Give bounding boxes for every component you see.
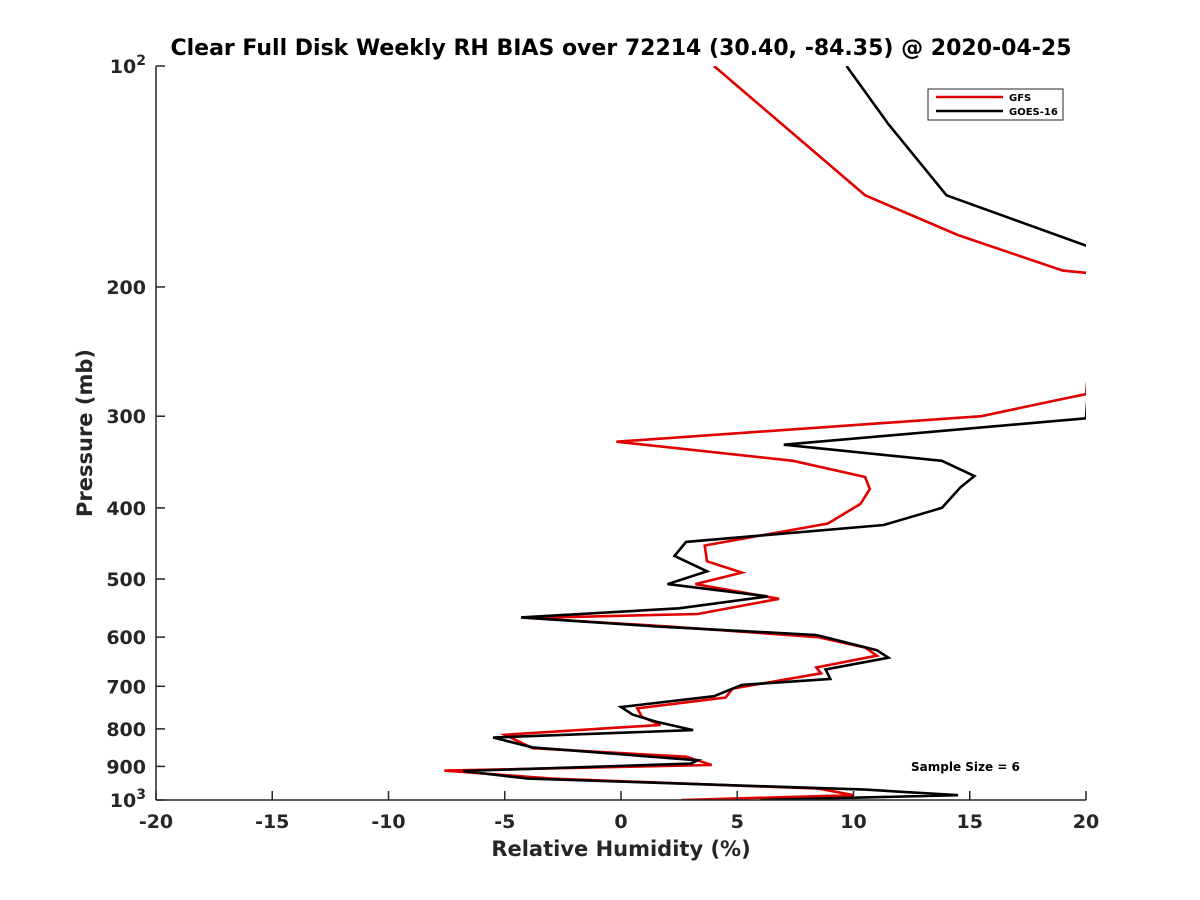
- y-tick-label: 800: [106, 719, 146, 741]
- y-ticks: 102 200 300 400 500 600 700 800 900 103: [106, 53, 165, 812]
- legend-label-gfs: GFS: [1009, 93, 1031, 104]
- y-tick-label: 102: [110, 53, 146, 78]
- y-tick-label: 500: [106, 569, 146, 591]
- legend-box: [927, 88, 1064, 121]
- x-tick-label: 20: [1073, 811, 1099, 833]
- y-tick-label: 300: [106, 406, 146, 428]
- x-tick-label: -15: [255, 811, 289, 833]
- series-layer: [444, 66, 1086, 800]
- x-tick-label: -5: [494, 811, 515, 833]
- x-tick-label: 0: [614, 811, 627, 833]
- x-ticks: -20 -15 -10 -5 0 5 10 15 20: [139, 791, 1099, 833]
- y-tick-label: 900: [106, 756, 146, 778]
- plot-background: [156, 66, 1086, 800]
- x-tick-label: 15: [957, 811, 983, 833]
- legend-label-goes-16: GOES-16: [1009, 107, 1058, 118]
- series-line-goes-16: [462, 66, 1086, 800]
- y-axis-title: Pressure (mb): [73, 349, 97, 517]
- x-tick-label: -20: [139, 811, 173, 833]
- y-tick-label: 400: [106, 498, 146, 520]
- sample-size-annotation: Sample Size = 6: [911, 760, 1020, 774]
- legend: GFS GOES-16: [927, 88, 1064, 121]
- y-tick-label: 200: [106, 277, 146, 299]
- y-tick-label: 600: [106, 627, 146, 649]
- x-axis-title: Relative Humidity (%): [491, 837, 750, 861]
- x-tick-label: 10: [840, 811, 866, 833]
- chart-title: Clear Full Disk Weekly RH BIAS over 7221…: [170, 36, 1071, 61]
- y-tick-label: 103: [110, 787, 146, 812]
- x-tick-label: -10: [371, 811, 405, 833]
- y-tick-label: 700: [106, 676, 146, 698]
- x-tick-label: 5: [731, 811, 744, 833]
